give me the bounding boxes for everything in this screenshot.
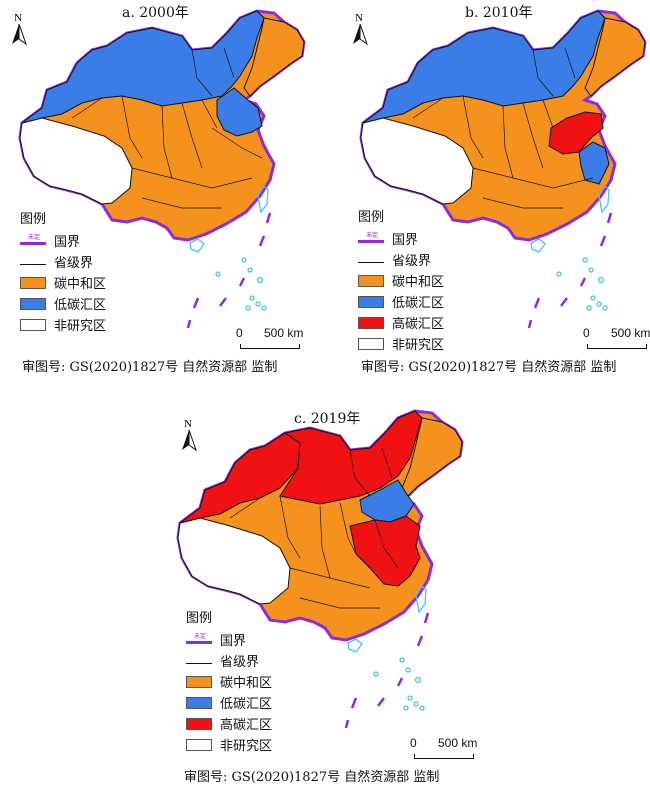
- legend-item-carbon-neutral: 碳中和区: [186, 671, 272, 692]
- legend-title: 图例: [20, 212, 47, 227]
- legend-title: 图例: [186, 611, 213, 626]
- carbon-neutral-swatch: [20, 276, 46, 289]
- china-map: [18, 9, 306, 329]
- legend-item-provincial-border: 省级界: [20, 251, 106, 272]
- legend-item-carbon-neutral: 碳中和区: [358, 270, 444, 291]
- china-map: [359, 9, 647, 329]
- region-non-study: [177, 517, 291, 605]
- legend-item-low-carbon: 低碳汇区: [358, 291, 444, 312]
- non-study-swatch: [20, 318, 46, 331]
- svg-text:N: N: [184, 418, 192, 430]
- non-study-swatch: [186, 738, 212, 751]
- high-carbon-swatch: [358, 316, 384, 329]
- legend-item-non-study: 非研究区: [20, 314, 106, 335]
- panel-2010: b. 2010年 N 图例: [325, 0, 650, 380]
- non-study-swatch: [358, 337, 384, 350]
- legend-item-provincial-border: 省级界: [358, 249, 444, 270]
- carbon-neutral-swatch: [186, 675, 212, 688]
- legend-item-high-carbon: 高碳汇区: [358, 312, 444, 333]
- region-low-carbon: [359, 479, 415, 523]
- low-carbon-swatch: [358, 295, 384, 308]
- national-border-symbol-icon: 未定: [20, 234, 46, 245]
- north-arrow-icon: N: [182, 418, 197, 452]
- panel-2019: c. 2019年 N: [160, 400, 490, 785]
- map-approval-caption: 审图号: GS(2020)1827号 自然资源部 监制: [361, 360, 617, 375]
- low-carbon-swatch: [186, 696, 212, 709]
- legend-item-provincial-border: 省级界: [186, 650, 272, 671]
- svg-text:N: N: [355, 12, 363, 24]
- high-carbon-swatch: [186, 717, 212, 730]
- legend: 图例 未定 国界 省级界 碳中和区 低碳汇区 高碳汇区 非研究区: [186, 607, 272, 755]
- legend-item-low-carbon: 低碳汇区: [186, 692, 272, 713]
- region-non-study: [19, 117, 133, 205]
- panel-title: c. 2019年: [294, 411, 361, 427]
- provincial-border-symbol-icon: [20, 258, 46, 265]
- legend-item-low-carbon: 低碳汇区: [20, 293, 106, 314]
- north-arrow-icon: N: [12, 12, 27, 46]
- legend-item-carbon-neutral: 碳中和区: [20, 272, 106, 293]
- legend-title: 图例: [358, 210, 385, 225]
- panel-title: a. 2000年: [122, 5, 189, 21]
- legend-item-high-carbon: 高碳汇区: [186, 713, 272, 734]
- provincial-border-symbol-icon: [358, 256, 384, 263]
- region-low-carbon-east: [578, 141, 610, 185]
- national-border-symbol-icon: 未定: [186, 633, 212, 644]
- north-arrow-icon: N: [353, 12, 368, 46]
- china-map: [176, 409, 464, 729]
- provincial-border-symbol-icon: [186, 657, 212, 664]
- svg-text:N: N: [14, 12, 22, 24]
- national-border-symbol-icon: 未定: [358, 232, 384, 243]
- map-approval-caption: 审图号: GS(2020)1827号 自然资源部 监制: [22, 360, 278, 375]
- region-high-carbon: [548, 111, 604, 155]
- legend: 图例 未定 国界 省级界 碳中和区 低碳汇区 非研究区: [20, 208, 106, 335]
- legend-item-national-border: 未定 国界: [186, 629, 272, 650]
- legend-item-non-study: 非研究区: [358, 333, 444, 354]
- map-approval-caption: 审图号: GS(2020)1827号 自然资源部 监制: [184, 770, 440, 785]
- panel-title: b. 2010年: [465, 5, 533, 21]
- legend: 图例 未定 国界 省级界 碳中和区 低碳汇区 高碳汇区 非研究区: [358, 206, 444, 354]
- scale-bar: 0 500 km: [236, 326, 303, 349]
- region-low-carbon-east: [216, 87, 263, 137]
- low-carbon-swatch: [20, 297, 46, 310]
- legend-item-non-study: 非研究区: [186, 734, 272, 755]
- carbon-neutral-swatch: [358, 274, 384, 287]
- scale-bar: 0 500 km: [410, 736, 477, 759]
- scale-bar: 0 500 km: [583, 326, 650, 349]
- legend-item-national-border: 未定 国界: [358, 228, 444, 249]
- region-non-study: [360, 117, 474, 205]
- panel-2000: a. 2000年 N 图例: [0, 0, 325, 380]
- region-high-carbon-central: [349, 515, 421, 587]
- legend-item-national-border: 未定 国界: [20, 230, 106, 251]
